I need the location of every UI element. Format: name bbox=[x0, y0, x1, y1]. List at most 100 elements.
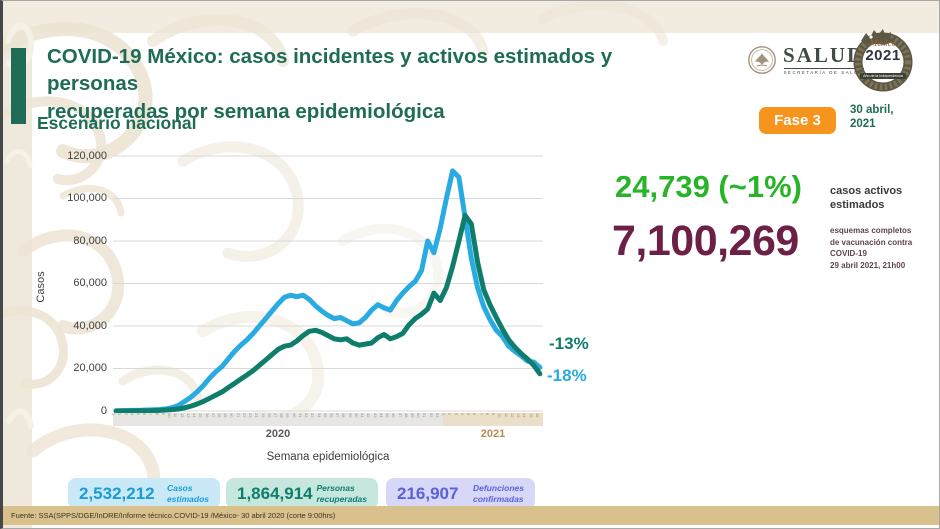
week-tick-label: 46 bbox=[391, 413, 397, 418]
week-tick-label: 39 bbox=[347, 413, 353, 418]
recovered-persons-label-line2: recuperadas bbox=[316, 493, 367, 504]
salud-logo-name: SALUD bbox=[783, 43, 865, 67]
confirmed-deaths-label-line2: confirmadas bbox=[472, 493, 524, 504]
week-tick-label: 29 bbox=[285, 413, 291, 418]
quetzalcoatl-ring-icon bbox=[853, 29, 913, 92]
week-tick-label: 33 bbox=[310, 413, 316, 418]
week-tick-label: 52 bbox=[428, 413, 434, 418]
week-tick-label: 22 bbox=[241, 413, 247, 418]
week-tick-label: 27 bbox=[273, 413, 278, 418]
phase-badge: Fase 3 bbox=[759, 107, 836, 134]
week-tick-label: 40 bbox=[353, 413, 359, 418]
week-tick-label: 1 bbox=[111, 413, 117, 416]
week-tick-label: 3 bbox=[453, 413, 459, 416]
x-axis-band-2020: 1 2 3 4 5 6 7 8 9 10 11 12 13 14 15 16 17 18 19 20 21 22 23 24 2… bbox=[111, 413, 443, 426]
vaccination-value: 7,100,269 bbox=[612, 217, 799, 265]
week-tick-label: 5 bbox=[136, 413, 142, 416]
week-tick-label: 4 bbox=[459, 413, 465, 416]
week-tick-label: 2 bbox=[117, 413, 123, 416]
week-tick-label: 35 bbox=[322, 413, 328, 418]
week-tick-label: 3 bbox=[123, 413, 129, 416]
week-tick-label: 14 bbox=[522, 413, 528, 418]
week-tick-label: 12 bbox=[509, 413, 515, 418]
y-axis-tick-label: 100,000 bbox=[67, 192, 107, 204]
y-axis-tick-label: 60,000 bbox=[73, 277, 107, 289]
mexico-logo-brand: México bbox=[869, 38, 897, 48]
week-tick-label: 1 bbox=[441, 413, 447, 416]
week-tick-label: 2 bbox=[447, 413, 453, 416]
page-title-line2: recuperadas por semana epidemiológica bbox=[47, 99, 445, 123]
active-cases-label: casos activos estimados bbox=[830, 184, 902, 213]
report-date-line1: 30 abril, bbox=[850, 104, 894, 116]
vaccination-label: esquemas completos de vacunación contra … bbox=[830, 225, 939, 271]
mexico-2021-logo-text: México 2021 Año de la Independencia bbox=[859, 39, 907, 82]
y-axis-title: Casos bbox=[35, 271, 47, 303]
estimated-cases-label: Casos estimados bbox=[167, 483, 209, 503]
x-axis-year-2021: 2021 bbox=[480, 428, 506, 440]
week-tick-label: 7 bbox=[148, 413, 154, 416]
line-chart bbox=[113, 155, 543, 413]
x-axis-year-2020: 2020 bbox=[265, 428, 291, 440]
week-tick-label: 9 bbox=[491, 413, 497, 416]
mexico-2021-logo: México 2021 Año de la Independencia bbox=[849, 21, 917, 95]
week-tick-label: 5 bbox=[466, 413, 472, 416]
week-tick-label: 37 bbox=[335, 413, 341, 418]
estimated-trend-label: -18% bbox=[547, 366, 587, 385]
estimated-cases-label-line1: Casos bbox=[166, 483, 193, 494]
salud-logo-text: SALUD SECRETARÍA DE SALUD bbox=[783, 45, 864, 75]
week-tick-label: 30 bbox=[291, 413, 297, 418]
y-axis-tick-label: 20,000 bbox=[73, 362, 107, 374]
estimated-cases-badge: 2,532,212 Casos estimados bbox=[68, 478, 220, 509]
week-tick-label: 19 bbox=[223, 413, 229, 418]
week-tick-label: 12 bbox=[179, 413, 185, 418]
confirmed-deaths-badge: 216,907 Defunciones confirmadas bbox=[386, 478, 535, 509]
page-title: COVID-19 México: casos incidentes y acti… bbox=[47, 43, 697, 125]
week-tick-label: 24 bbox=[254, 413, 260, 418]
recovered-persons-badge: 1,864,914 Personas recuperadas bbox=[226, 478, 378, 509]
vaccination-label-line2: de vacunación contra COVID-19 bbox=[830, 237, 913, 259]
week-tick-label: 6 bbox=[142, 413, 148, 416]
week-tick-label: 45 bbox=[385, 413, 391, 418]
recovered-persons-label-line1: Personas bbox=[316, 483, 355, 494]
week-tick-label: 10 bbox=[167, 413, 173, 418]
week-tick-label: 26 bbox=[266, 413, 272, 418]
week-tick-label: 7 bbox=[478, 413, 484, 416]
week-tick-label: 31 bbox=[297, 413, 303, 418]
recovered-persons-value: 1,864,914 bbox=[237, 483, 313, 503]
week-tick-label: 34 bbox=[316, 413, 322, 418]
week-tick-label: 42 bbox=[366, 413, 372, 418]
week-tick-label: 8 bbox=[484, 413, 490, 416]
recovered-trend-label: -13% bbox=[549, 334, 589, 353]
week-tick-label: 41 bbox=[360, 413, 366, 418]
salud-logo: SALUD SECRETARÍA DE SALUD bbox=[747, 45, 864, 75]
mexico-logo-subtitle: Año de la Independencia bbox=[860, 72, 906, 80]
salud-logo-subtitle: SECRETARÍA DE SALUD bbox=[783, 68, 864, 75]
week-tick-label: 15 bbox=[198, 413, 204, 418]
recovered-persons-label: Personas recuperadas bbox=[316, 483, 367, 503]
week-tick-label: 16 bbox=[534, 413, 540, 418]
confirmed-deaths-value: 216,907 bbox=[397, 483, 459, 503]
x-axis-band-2021: 1 2 3 4 5 6 7 8 9 10 11 12 13 14 15 16 bbox=[441, 413, 543, 426]
week-tick-label: 51 bbox=[422, 413, 428, 418]
week-tick-label: 11 bbox=[503, 413, 509, 418]
vaccination-label-line3: 29 abril 2021, 21h00 bbox=[830, 260, 906, 270]
week-tick-label: 9 bbox=[160, 413, 166, 416]
week-tick-label: 21 bbox=[235, 413, 241, 418]
week-tick-label: 47 bbox=[397, 413, 403, 418]
week-tick-label: 13 bbox=[516, 413, 522, 418]
week-tick-label: 4 bbox=[129, 413, 135, 416]
salud-eagle-seal-icon bbox=[748, 46, 776, 74]
y-axis-tick-label: 40,000 bbox=[73, 319, 107, 332]
week-tick-label: 11 bbox=[173, 413, 179, 418]
week-tick-label: 18 bbox=[216, 413, 222, 418]
confirmed-deaths-label: Defunciones confirmadas bbox=[473, 483, 524, 503]
week-tick-label: 15 bbox=[528, 413, 534, 418]
week-tick-label: 13 bbox=[185, 413, 191, 418]
week-tick-label: 20 bbox=[229, 413, 235, 418]
report-date: 30 abril, 2021 bbox=[850, 103, 893, 132]
week-tick-label: 14 bbox=[192, 413, 198, 418]
week-tick-label: 38 bbox=[341, 413, 347, 418]
week-tick-label: 28 bbox=[279, 413, 285, 418]
section-subtitle: Escenario nacional bbox=[37, 113, 197, 133]
